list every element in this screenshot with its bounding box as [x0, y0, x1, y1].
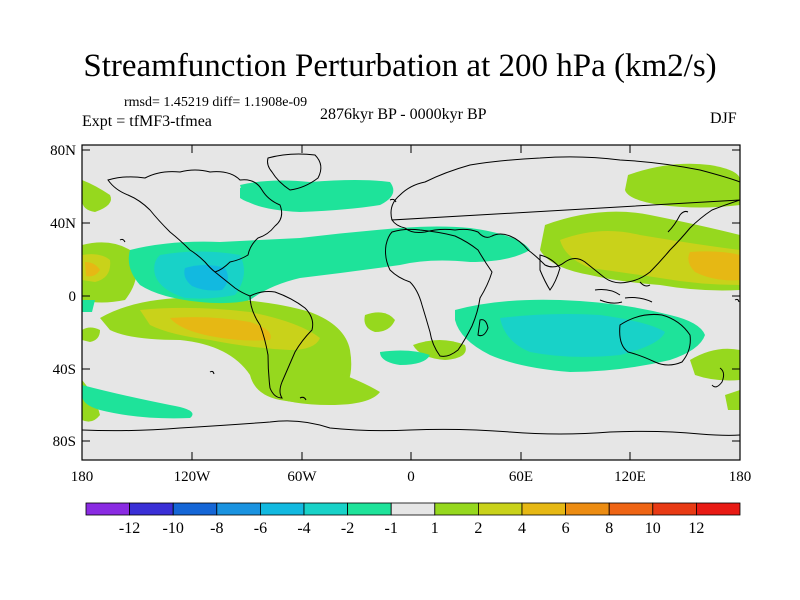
island-coastlines: [119, 198, 740, 401]
colorbar-tick-label: -10: [163, 520, 184, 537]
australia-coastline: [619, 314, 691, 366]
colorbar-swatch: [216, 502, 261, 516]
season-label: DJF: [710, 110, 737, 127]
colorbar-swatch: [259, 502, 305, 516]
new-zealand-coastline: [711, 367, 725, 388]
eurasia-coastline: [390, 156, 740, 284]
africa-coastline: [385, 228, 493, 357]
colorbar-tick-label: -12: [119, 520, 140, 537]
colorbar-tick-label: -4: [297, 520, 310, 537]
lon-label-60w: 60W: [287, 469, 317, 485]
longitude-ticks: [191, 145, 631, 460]
colorbar-swatch: [608, 502, 654, 516]
colorbar-tick-label: 6: [562, 520, 570, 537]
lat-label-80s: 80S: [53, 434, 76, 450]
colorbar-swatch: [477, 502, 523, 516]
contour-fill-layer: [82, 163, 740, 422]
lon-label-120w: 120W: [174, 469, 212, 485]
lat-label-equator: 0: [69, 289, 77, 305]
stats-line: rmsd= 1.45219 diff= 1.1908e-09: [124, 95, 308, 110]
colorbar-swatch: [434, 502, 479, 516]
colorbar-swatch: [303, 502, 348, 516]
coastline-layer: [82, 153, 740, 436]
indonesia-coastline: [594, 281, 653, 304]
colorbar-labels: -12 -10 -8 -6 -4 -2 -1 1 2 4 6 8 10 12: [119, 520, 704, 537]
colorbar-tick-label: 1: [431, 520, 439, 537]
colorbar-tick-label: -1: [385, 520, 398, 537]
colorbar-tick-label: 12: [688, 520, 704, 537]
japan-coastline: [667, 210, 689, 233]
madagascar-coastline: [477, 319, 489, 337]
india-coastline: [539, 254, 561, 291]
period-label: 2876kyr BP - 0000kyr BP: [320, 106, 487, 123]
colorbar-swatch: [565, 502, 610, 516]
experiment-label: Expt = tfMF3-tfmea: [82, 113, 212, 130]
lat-label-40n: 40N: [50, 216, 76, 232]
lat-label-80n: 80N: [50, 143, 76, 159]
colorbar-tick-label: -8: [210, 520, 223, 537]
colorbar-swatch: [129, 502, 174, 516]
colorbar-tick-label: 10: [645, 520, 661, 537]
central-america-coastline: [214, 271, 251, 297]
lon-label-60e: 60E: [509, 469, 533, 485]
colorbar-tick-label: -2: [341, 520, 354, 537]
colorbar-swatch: [347, 502, 392, 516]
colorbar-tick-label: 2: [474, 520, 482, 537]
lon-label-180w: 180: [71, 469, 94, 485]
colorbar-swatch: [696, 502, 741, 516]
colorbar-swatch: [521, 502, 566, 516]
south-america-coastline: [249, 291, 314, 399]
antarctica-coastline: [82, 420, 740, 436]
latitude-ticks: [82, 149, 740, 442]
colorbar-swatch: [172, 502, 218, 516]
colorbar-swatch: [652, 502, 697, 516]
figure-title: Streamfunction Perturbation at 200 hPa (…: [83, 48, 717, 84]
lon-label-0: 0: [407, 469, 415, 485]
north-america-coastline: [107, 169, 283, 273]
greenland-coastline: [267, 153, 322, 191]
colorbar-tick-label: 8: [605, 520, 613, 537]
lon-label-180e: 180: [729, 469, 752, 485]
colorbar: [85, 502, 741, 516]
colorbar-tick-label: 4: [518, 520, 526, 537]
colorbar-swatch: [85, 502, 130, 516]
colorbar-tick-label: -6: [254, 520, 267, 537]
lon-label-120e: 120E: [614, 469, 646, 485]
colorbar-swatch: [390, 502, 436, 516]
lat-label-40s: 40S: [53, 362, 76, 378]
positive-contour-level-6: [85, 251, 740, 341]
